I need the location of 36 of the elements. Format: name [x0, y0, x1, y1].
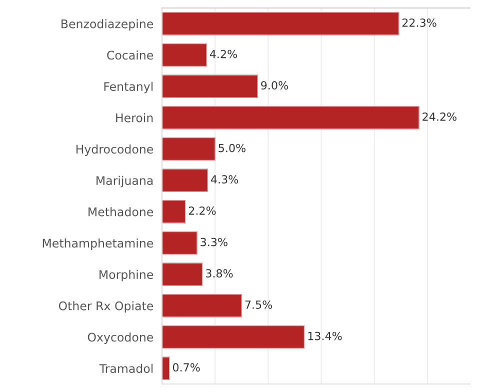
bar	[162, 231, 198, 255]
data-label: 0.7%	[172, 363, 200, 372]
y-tick-label: Marijuana	[96, 176, 153, 188]
data-label: 3.8%	[206, 269, 233, 278]
data-label: 24.2%	[422, 112, 456, 121]
bar	[162, 74, 258, 98]
bar	[162, 168, 208, 192]
y-tick-label: Methamphetamine	[42, 238, 154, 250]
y-tick-label: Fentanyl	[104, 82, 153, 94]
data-label: 4.3%	[210, 175, 238, 184]
data-label: 9.0%	[261, 81, 288, 90]
bar	[162, 137, 216, 161]
bar	[162, 12, 400, 36]
data-label: 7.5%	[245, 300, 272, 309]
data-label: 5.0%	[218, 144, 246, 152]
bar	[162, 294, 242, 318]
y-tick-label: Oxycodone	[88, 332, 154, 344]
data-label: 13.4%	[308, 332, 342, 340]
data-label: 22.3%	[402, 18, 436, 27]
y-tick-label: Hydrocodone	[76, 144, 154, 156]
bar	[162, 200, 186, 224]
bar	[162, 43, 208, 67]
y-tick-label: Heroin	[116, 113, 153, 122]
bar	[162, 325, 305, 349]
y-tick-label: Benzodiazepine	[62, 19, 154, 31]
y-tick-label: Methadone	[88, 207, 154, 216]
y-tick-label: Tramadol	[99, 364, 153, 373]
data-label: 4.2%	[210, 50, 237, 58]
data-label: 2.2%	[188, 206, 216, 215]
data-label: 3.3%	[200, 238, 228, 246]
bar	[162, 356, 170, 380]
y-tick-label: Cocaine	[107, 50, 154, 60]
bar	[162, 262, 203, 286]
bar	[162, 106, 420, 130]
y-tick-label: Other Rx Opiate	[58, 301, 154, 313]
y-tick-label: Morphine	[100, 270, 154, 282]
